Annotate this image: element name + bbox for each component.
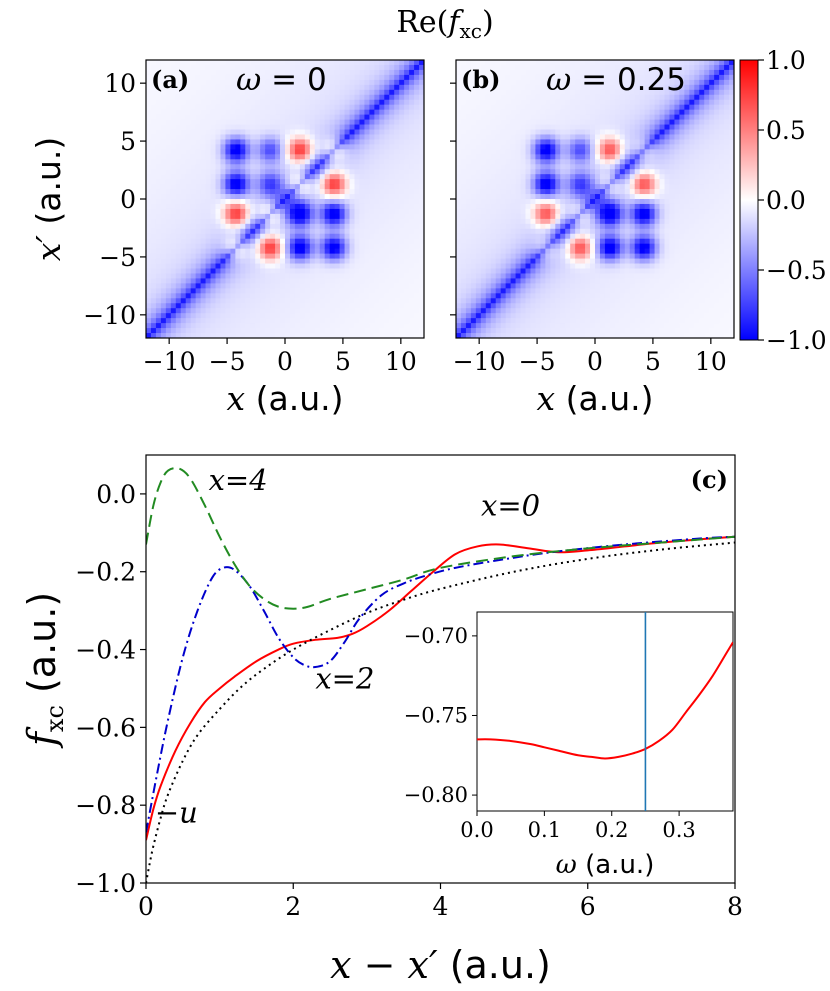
colorbar-tick-label: 1.0 xyxy=(766,46,806,75)
inset-x-tick-label: 0.1 xyxy=(528,818,561,842)
panel-label: (a) xyxy=(151,65,189,94)
colorbar-tick-label: −0.5 xyxy=(766,256,827,285)
x-tick-label: 0 xyxy=(277,347,293,376)
x-axis-label: x (a.u.) xyxy=(227,379,344,418)
y-tick-label: −0.6 xyxy=(75,713,136,742)
series-line-x=0 xyxy=(146,535,735,841)
heatmap-panel-a: −10 −5 0 5 10 −10 −5 0 5 10 x (a.u.) x′ (a.u.) (a) ω … xyxy=(29,59,425,418)
x-tick-label: −10 xyxy=(143,347,196,376)
series-line-x=2 xyxy=(146,535,735,833)
colorbar-tick-label: 0.5 xyxy=(766,116,806,145)
x-tick-label: 8 xyxy=(727,892,743,921)
series-label: −u xyxy=(155,796,198,830)
inset-panel: 0.0 0.1 0.2 0.3 −0.70 −0.75 −0.80 ω (a.u.) xyxy=(404,611,734,880)
inset-y-tick-label: −0.75 xyxy=(404,703,468,727)
heatmap-panel-b: −10 −5 0 5 10 x (a.u.) (b) ω = 0.25 xyxy=(450,59,735,418)
x-tick-label: 0 xyxy=(587,347,603,376)
x-tick-label: 4 xyxy=(433,892,449,921)
x-tick-label: 10 xyxy=(385,347,417,376)
x-tick-label: 2 xyxy=(285,892,301,921)
series-line-x=4 xyxy=(146,467,735,610)
y-tick-label: −1.0 xyxy=(75,869,136,898)
y-tick-label: −10 xyxy=(83,301,136,330)
series-label: x=0 xyxy=(481,488,540,522)
x-tick-label: −5 xyxy=(209,347,246,376)
x-tick-label: 6 xyxy=(580,892,596,921)
y-axis-label: x′ (a.u.) xyxy=(29,137,68,261)
panel-annotation: ω = 0.25 xyxy=(546,62,686,98)
series-label: x=2 xyxy=(315,661,374,695)
y-tick-label: −0.2 xyxy=(75,558,136,587)
y-tick-label: 0.0 xyxy=(96,480,136,509)
colorbar-tick-label: −1.0 xyxy=(766,326,827,355)
y-tick-label: −5 xyxy=(99,243,136,272)
x-tick-label: 5 xyxy=(335,347,351,376)
series-line-inset-curve xyxy=(477,641,733,760)
y-tick-label: 5 xyxy=(120,127,136,156)
panel-annotation: ω = 0 xyxy=(236,62,327,98)
x-tick-label: −5 xyxy=(519,347,556,376)
panel-label: (c) xyxy=(691,465,728,494)
y-tick-label: −0.4 xyxy=(75,636,136,665)
y-tick-label: 10 xyxy=(104,69,136,98)
colorbar-tick-label: 0.0 xyxy=(766,186,806,215)
figure-title: Re(fxc) xyxy=(396,5,493,43)
inset-x-tick-label: 0.0 xyxy=(460,818,493,842)
inset-x-tick-label: 0.3 xyxy=(662,818,695,842)
x-tick-label: −10 xyxy=(453,347,506,376)
y-tick-label: 0 xyxy=(120,185,136,214)
series-line--u xyxy=(146,541,735,883)
inset-y-tick-label: −0.80 xyxy=(404,783,468,807)
panel-label: (b) xyxy=(461,65,501,94)
colorbar: 1.0 0.5 0.0 −0.5 −1.0 xyxy=(739,46,827,355)
y-axis-label: fxc (a.u.) xyxy=(20,592,69,749)
x-tick-label: 0 xyxy=(138,892,154,921)
inset-x-tick-label: 0.2 xyxy=(595,818,628,842)
inset-y-tick-label: −0.70 xyxy=(404,624,468,648)
x-axis-label: x (a.u.) xyxy=(537,379,654,418)
x-axis-label: x − x′ (a.u.) xyxy=(330,943,551,987)
x-tick-label: 5 xyxy=(645,347,661,376)
x-tick-label: 10 xyxy=(695,347,727,376)
y-tick-label: −0.8 xyxy=(75,791,136,820)
inset-x-axis-label: ω (a.u.) xyxy=(556,850,655,880)
series-label: x=4 xyxy=(209,463,268,497)
